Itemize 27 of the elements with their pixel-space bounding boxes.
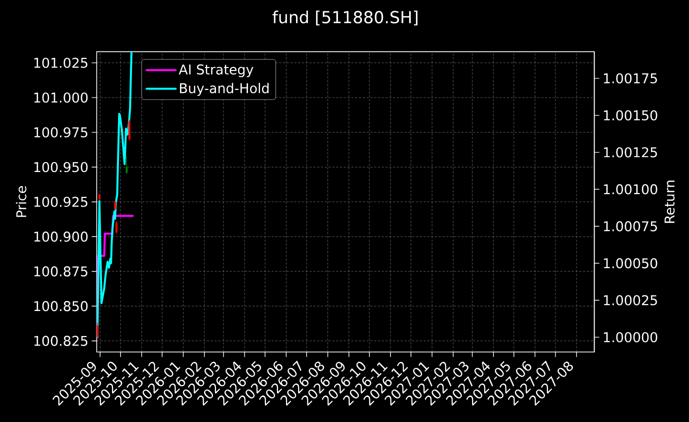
y2-tick-label: 1.00075 [604,221,657,232]
candlestick [114,200,116,211]
y-tick-label: 100.875 [34,266,88,276]
y2-tick-label: 1.00150 [604,110,658,120]
legend-label: Buy-and-Hold [180,82,269,96]
y-tick-label: 101.000 [34,92,88,103]
y-tick-label: 100.925 [34,196,88,207]
y-tick-label: 100.825 [34,336,88,346]
y2-tick-label: 1.00025 [604,295,657,306]
y2-tick-label: 1.00050 [604,258,658,268]
candlestick [126,156,128,174]
y-axis-title: Price [16,186,26,217]
line-series [96,52,132,338]
y2-axis-title: Return [664,180,675,223]
candlestick [115,220,118,234]
y2-tick-label: 1.00000 [604,332,658,342]
chart-title: fund [511880.SH] [272,10,418,26]
y-tick-label: 100.975 [34,127,88,138]
y-tick-label: 100.950 [34,162,88,172]
candlestick [128,119,130,142]
y2-tick-label: 1.00125 [604,147,657,158]
y-tick-label: 100.900 [34,232,88,242]
y-tick-label: 100.850 [34,301,88,312]
y2-tick-label: 1.00175 [604,73,657,84]
y2-tick-label: 1.00100 [604,184,658,194]
legend-label: AI Strategy [178,64,254,78]
y-tick-label: 101.025 [34,58,88,68]
